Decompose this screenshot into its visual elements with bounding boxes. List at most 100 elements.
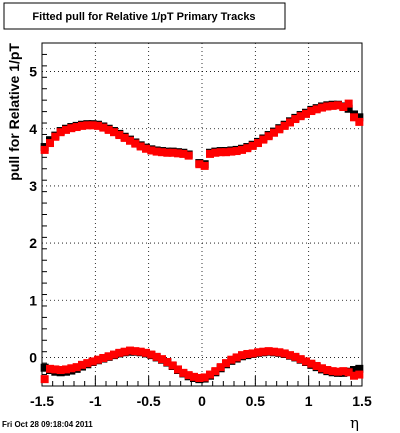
data-point — [296, 355, 305, 364]
data-point — [99, 353, 108, 362]
data-point — [259, 347, 268, 356]
data-point — [142, 144, 150, 153]
x-tick-labels: -1.5 -1 -0.5 0 0.5 1 1.5 — [30, 393, 372, 409]
data-point — [67, 124, 76, 133]
data-point — [232, 147, 241, 156]
data-point — [115, 131, 124, 140]
data-point — [328, 367, 337, 376]
data-point — [280, 349, 289, 358]
data-point — [270, 347, 278, 356]
data-point — [254, 139, 262, 148]
data-point — [248, 141, 257, 150]
data-point — [136, 347, 145, 356]
data-point — [163, 357, 172, 366]
data-point — [339, 103, 348, 112]
data-point — [190, 372, 198, 381]
data-point — [131, 347, 140, 356]
data-point — [72, 363, 81, 372]
chart-title: Fitted pull for Relative 1/pT Primary Tr… — [32, 11, 255, 23]
x-tick-label: -1.5 — [30, 393, 54, 409]
y-tick-label: 3 — [29, 178, 37, 194]
data-point — [344, 104, 353, 113]
data-point — [211, 367, 220, 376]
y-tick-label: 5 — [29, 64, 37, 80]
footer-timestamp: Fri Oct 28 09:18:04 2011 — [2, 420, 93, 429]
data-point — [152, 147, 161, 156]
plot-frame — [41, 42, 363, 387]
data-point — [264, 347, 273, 356]
axis-ticks — [41, 42, 363, 387]
data-point — [275, 125, 284, 134]
data-point — [270, 128, 278, 137]
data-point — [312, 361, 321, 370]
data-point — [72, 123, 81, 132]
data-point — [184, 371, 193, 380]
data-point — [200, 161, 209, 170]
data-point — [158, 355, 166, 364]
data-point — [222, 359, 230, 368]
data-point — [254, 348, 262, 357]
data-point — [216, 363, 225, 372]
data-point — [158, 148, 166, 157]
data-point — [291, 115, 300, 124]
data-point — [62, 125, 70, 134]
y-tick-label: 0 — [29, 349, 37, 365]
data-point — [350, 365, 358, 374]
data-point — [56, 365, 65, 374]
data-point — [280, 121, 289, 130]
title-box — [3, 2, 286, 30]
data-point — [40, 145, 49, 154]
data-point — [302, 357, 310, 366]
data-point — [94, 355, 102, 364]
y-tick-label: 1 — [29, 292, 37, 308]
x-tick-label: 0.5 — [246, 393, 266, 409]
x-tick-label: 1.5 — [352, 393, 372, 409]
data-point — [104, 125, 113, 134]
data-point — [184, 151, 193, 160]
data-point — [78, 360, 86, 369]
data-point — [163, 148, 172, 157]
data-point — [83, 121, 92, 130]
grid — [42, 43, 362, 386]
data-point — [83, 359, 92, 368]
data-point — [323, 102, 332, 111]
data-point — [291, 352, 300, 361]
y-tick-label: 2 — [29, 235, 37, 251]
data-point — [46, 139, 54, 148]
data-point — [350, 371, 358, 380]
data-point — [142, 348, 150, 357]
data-point — [227, 355, 236, 364]
data-point — [355, 117, 364, 126]
data-point — [168, 361, 177, 370]
data-point — [51, 132, 60, 141]
data-point — [174, 365, 182, 374]
data-point — [56, 128, 65, 137]
data-point — [147, 350, 156, 359]
data-point — [307, 107, 316, 116]
data-point — [195, 160, 204, 169]
data-point — [222, 148, 230, 157]
data-series — [40, 99, 364, 384]
data-point — [350, 113, 358, 122]
data-point — [286, 351, 294, 360]
data-point — [211, 148, 220, 157]
data-point — [355, 113, 364, 122]
data-point — [206, 149, 214, 158]
data-point — [318, 103, 326, 112]
data-point — [195, 373, 204, 382]
data-point — [238, 145, 246, 154]
data-point — [94, 121, 102, 130]
data-point — [243, 144, 252, 153]
data-point — [174, 149, 182, 158]
y-tick-label: 4 — [29, 121, 37, 137]
data-point — [88, 121, 97, 130]
data-point — [120, 133, 129, 142]
data-point — [147, 146, 156, 155]
data-point — [339, 367, 348, 376]
data-point — [318, 364, 326, 373]
data-point — [264, 132, 273, 141]
data-point — [312, 105, 321, 114]
data-point — [238, 351, 246, 360]
data-point — [334, 367, 342, 376]
